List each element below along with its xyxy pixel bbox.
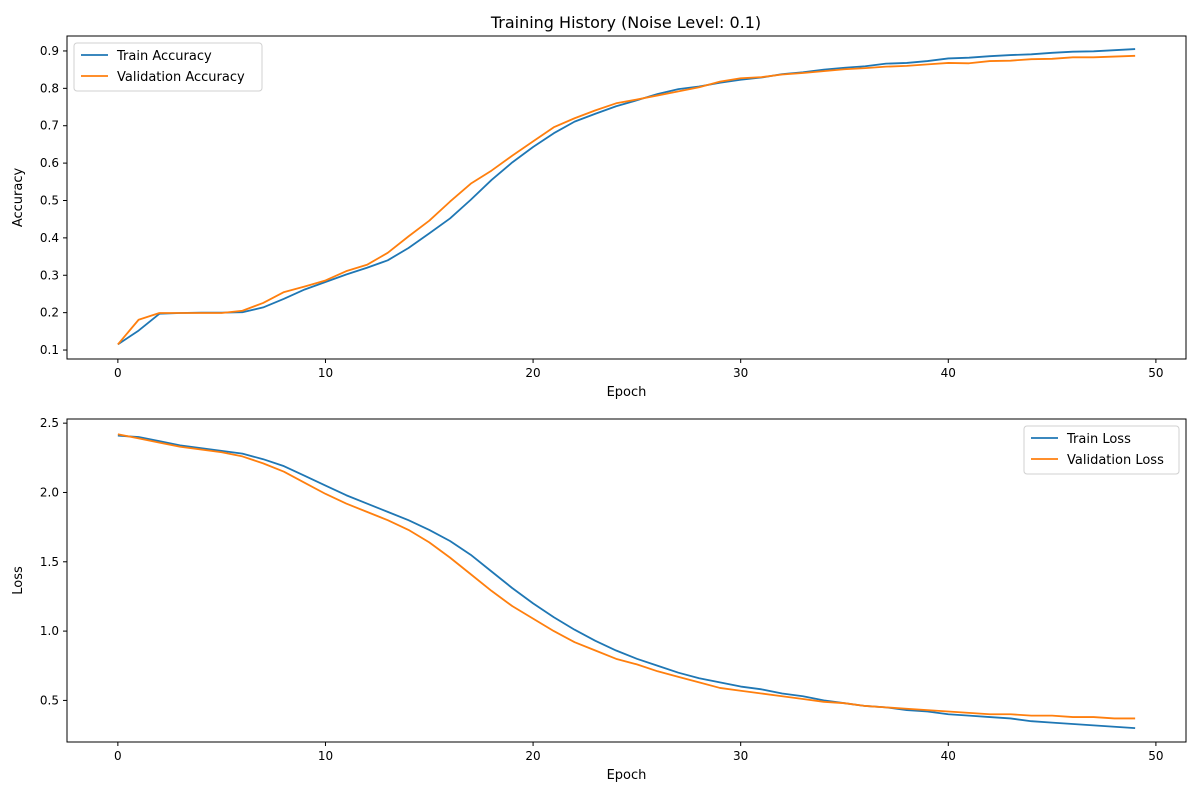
accuracy-y-ticks: 0.1 0.2 0.3 0.4 0.5 0.6 0.7 0.8 0.9 (40, 44, 67, 357)
x-tick-label: 20 (525, 366, 540, 380)
y-tick-label: 0.7 (40, 119, 59, 133)
accuracy-plot-frame (66, 35, 1187, 360)
accuracy-lines (117, 48, 1136, 346)
accuracy-legend: Train Accuracy Validation Accuracy (73, 42, 263, 92)
accuracy-x-axis-label: Epoch (607, 385, 647, 400)
x-tick-label: 10 (318, 749, 333, 763)
y-tick-label: 0.5 (40, 693, 59, 707)
y-tick-label: 2.0 (40, 485, 59, 499)
series-line-validation (117, 433, 1136, 720)
y-tick-label: 1.0 (40, 624, 59, 638)
chart-title: Training History (Noise Level: 0.1) (490, 13, 761, 32)
loss-legend: Train Loss Validation Loss (1023, 425, 1180, 475)
y-tick-label: 0.6 (40, 156, 59, 170)
accuracy-x-ticks: 0 10 20 30 40 50 (114, 359, 1164, 380)
series-line-train (117, 434, 1136, 730)
y-tick-label: 0.2 (40, 306, 59, 320)
legend-label-train-loss: Train Loss (1066, 432, 1131, 447)
y-tick-label: 0.1 (40, 343, 59, 357)
x-tick-label: 10 (318, 366, 333, 380)
accuracy-subplot: Training History (Noise Level: 0.1) 0 10 2… (11, 13, 1187, 400)
y-tick-label: 0.8 (40, 81, 59, 95)
y-tick-label: 0.4 (40, 231, 59, 245)
x-tick-label: 0 (114, 749, 122, 763)
legend-label-validation-accuracy: Validation Accuracy (117, 70, 245, 85)
y-tick-label: 0.9 (40, 44, 59, 58)
legend-label-train-accuracy: Train Accuracy (116, 49, 212, 64)
x-tick-label: 30 (733, 366, 748, 380)
accuracy-y-axis-label: Accuracy (11, 168, 26, 228)
x-tick-label: 20 (525, 749, 540, 763)
y-tick-label: 0.5 (40, 193, 59, 207)
loss-x-axis-label: Epoch (607, 768, 647, 783)
loss-subplot: 0 10 20 30 40 50 0.5 1.0 1.5 2.0 2.5 Epoch Loss T… (11, 416, 1187, 783)
loss-x-ticks: 0 10 20 30 40 50 (114, 742, 1164, 763)
y-tick-label: 2.5 (40, 416, 59, 430)
x-tick-label: 50 (1148, 749, 1163, 763)
loss-y-axis-label: Loss (11, 566, 26, 595)
x-tick-label: 0 (114, 366, 122, 380)
y-tick-label: 1.5 (40, 555, 59, 569)
x-tick-label: 40 (941, 366, 956, 380)
x-tick-label: 40 (941, 749, 956, 763)
series-line-train (117, 48, 1136, 346)
loss-y-ticks: 0.5 1.0 1.5 2.0 2.5 (40, 416, 67, 707)
series-line-validation (117, 54, 1136, 345)
loss-plot-frame (66, 418, 1187, 743)
accuracy-legend-box (73, 42, 263, 92)
loss-legend-box (1023, 425, 1180, 475)
legend-label-validation-loss: Validation Loss (1067, 453, 1164, 468)
x-tick-label: 50 (1148, 366, 1163, 380)
x-tick-label: 30 (733, 749, 748, 763)
y-tick-label: 0.3 (40, 268, 59, 282)
loss-lines (117, 433, 1136, 730)
